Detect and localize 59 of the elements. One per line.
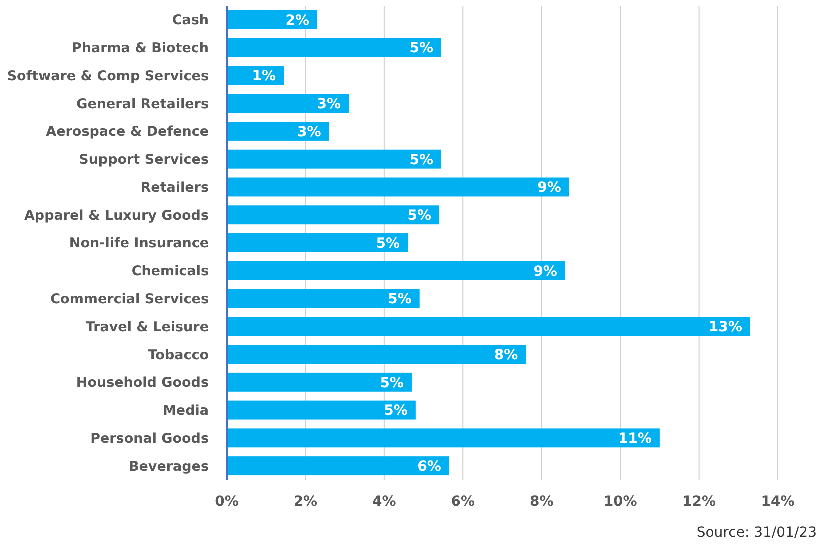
- y-tick-label: Personal Goods: [90, 430, 209, 447]
- bar: [227, 317, 750, 336]
- x-tick-label: 6%: [451, 494, 476, 510]
- bar: [227, 428, 660, 448]
- data-label: 3%: [317, 96, 342, 112]
- y-tick-label: Non-life Insurance: [69, 236, 209, 252]
- bar: [227, 10, 318, 30]
- x-tick-label: 14%: [761, 494, 795, 510]
- y-tick-label: Retailers: [140, 180, 209, 196]
- y-tick-label: Pharma & Biotech: [72, 40, 209, 57]
- data-label: 5%: [410, 40, 434, 57]
- data-label: 9%: [538, 180, 562, 196]
- y-tick-label: Aerospace & Defence: [46, 124, 209, 140]
- y-tick-label: Software & Comp Services: [7, 68, 209, 84]
- bar: [227, 94, 350, 114]
- x-tick-label: 10%: [604, 494, 638, 510]
- data-label: 3%: [298, 124, 322, 140]
- x-tick-label: 12%: [682, 494, 716, 510]
- x-tick-label: 2%: [294, 494, 318, 510]
- bar: [227, 400, 416, 420]
- y-tick-label: Support Services: [79, 152, 209, 168]
- y-tick-label: General Retailers: [76, 96, 209, 112]
- y-tick-label: Cash: [172, 12, 209, 29]
- y-tick-label: Tobacco: [148, 347, 209, 364]
- y-tick-label: Commercial Services: [50, 291, 209, 308]
- bar: [227, 261, 566, 280]
- x-tick-label: 4%: [372, 494, 396, 510]
- bar: [227, 289, 420, 308]
- data-label: 5%: [388, 292, 412, 308]
- bar: [227, 38, 442, 58]
- y-tick-label: Apparel & Luxury Goods: [24, 208, 209, 224]
- bar: [227, 372, 412, 392]
- bar: [227, 234, 408, 252]
- data-label: 1%: [252, 68, 276, 85]
- data-label: 5%: [380, 375, 404, 392]
- data-label: 5%: [408, 208, 432, 224]
- data-label: 5%: [384, 403, 408, 420]
- data-label: 11%: [618, 431, 652, 448]
- source-note: Source: 31/01/23: [696, 525, 817, 541]
- bar: [227, 178, 570, 197]
- data-label: 6%: [418, 458, 442, 475]
- data-label: 2%: [286, 12, 310, 29]
- bar: [227, 345, 526, 364]
- bar: [227, 206, 440, 225]
- bar: [227, 122, 330, 141]
- y-tick-label: Household Goods: [76, 375, 209, 392]
- y-tick-label: Beverages: [128, 458, 209, 475]
- x-tick-label: 0%: [215, 494, 239, 510]
- data-label: 5%: [376, 236, 400, 252]
- y-tick-label: Chemicals: [132, 264, 209, 280]
- data-label: 8%: [494, 347, 518, 364]
- data-label: 5%: [410, 152, 434, 168]
- x-tick-label: 8%: [530, 494, 554, 510]
- bar: [227, 456, 450, 476]
- data-label: 9%: [534, 264, 558, 280]
- y-tick-label: Travel & Leisure: [86, 319, 209, 336]
- bar: [227, 150, 442, 169]
- y-tick-label: Media: [163, 403, 209, 420]
- data-label: 13%: [708, 320, 742, 336]
